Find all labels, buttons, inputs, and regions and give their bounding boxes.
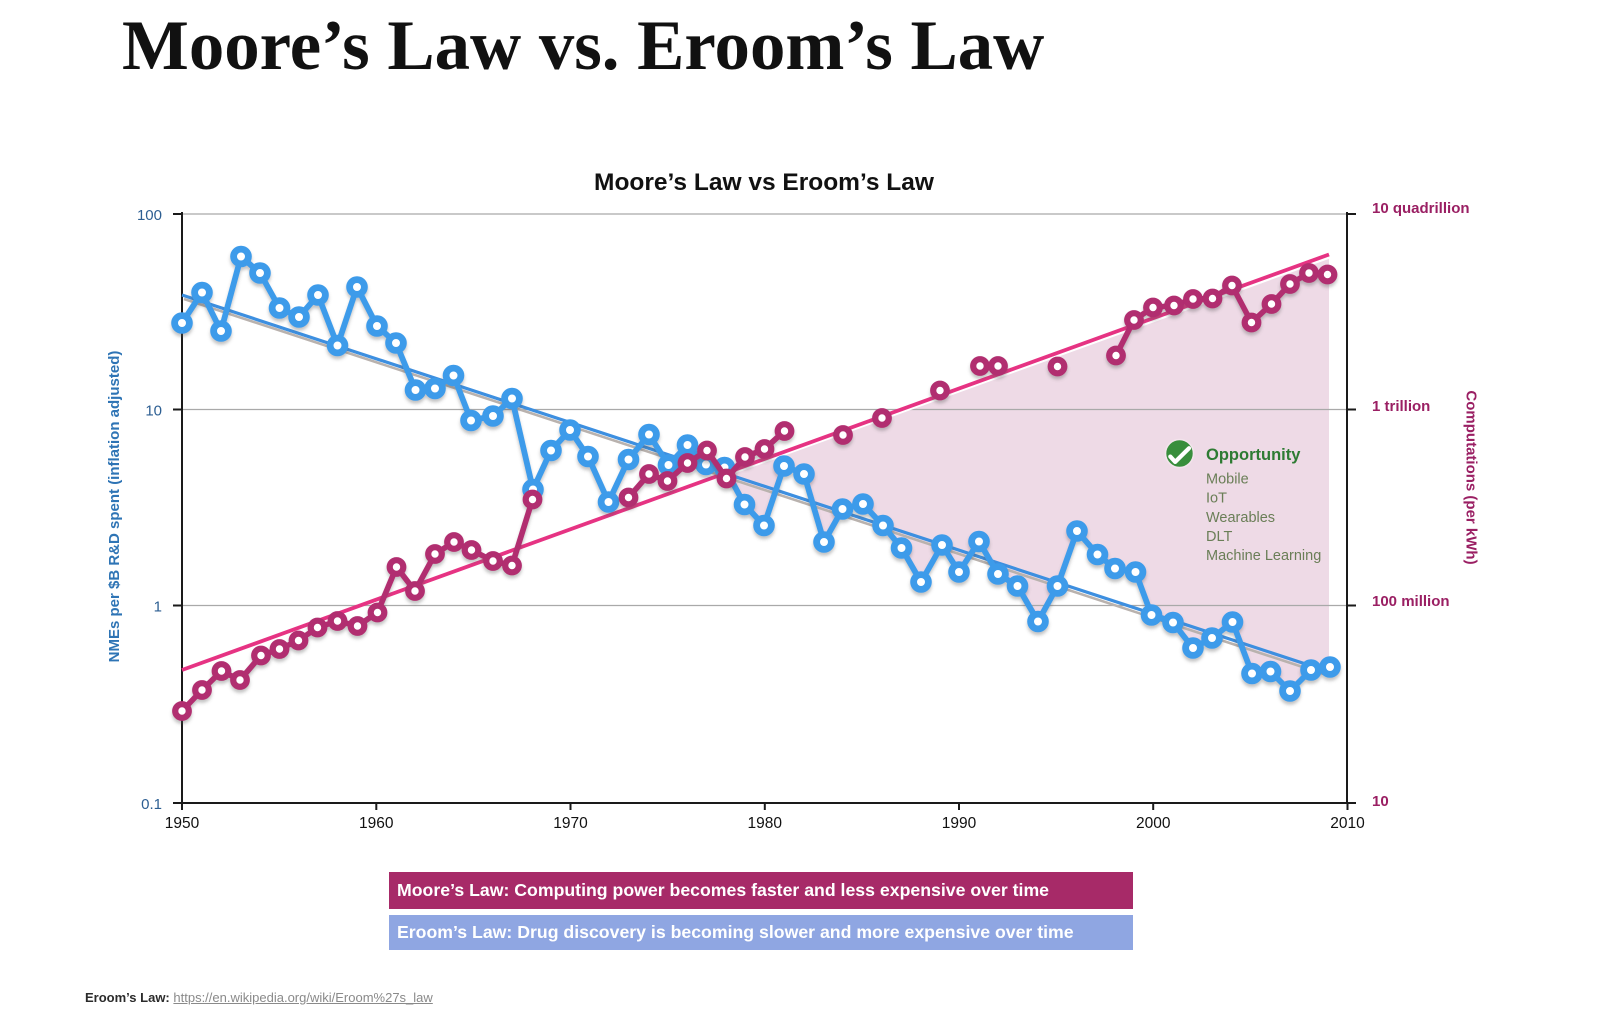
- svg-text:1 trillion: 1 trillion: [1372, 398, 1430, 415]
- svg-text:1950: 1950: [165, 815, 200, 832]
- svg-text:DLT: DLT: [1206, 529, 1232, 545]
- svg-text:Wearables: Wearables: [1206, 510, 1275, 526]
- svg-text:2010: 2010: [1330, 815, 1365, 832]
- svg-text:Machine Learning: Machine Learning: [1206, 548, 1321, 564]
- svg-text:10: 10: [145, 403, 162, 420]
- svg-text:1980: 1980: [748, 815, 783, 832]
- svg-text:10 quadrillion: 10 quadrillion: [1372, 200, 1470, 217]
- svg-text:NMEs per $B R&D spent (inflati: NMEs per $B R&D spent (inflation adjuste…: [106, 351, 123, 663]
- svg-text:Computations (per kWh): Computations (per kWh): [1463, 390, 1480, 564]
- svg-text:1990: 1990: [942, 815, 977, 832]
- svg-text:Moore’s Law vs Eroom’s Law: Moore’s Law vs Eroom’s Law: [594, 169, 935, 196]
- svg-text:1: 1: [154, 599, 162, 616]
- svg-text:IoT: IoT: [1206, 491, 1227, 507]
- svg-text:0.1: 0.1: [141, 796, 162, 813]
- svg-text:2000: 2000: [1136, 815, 1171, 832]
- svg-text:100: 100: [137, 207, 162, 224]
- svg-text:100 million: 100 million: [1372, 593, 1450, 610]
- svg-text:Mobile: Mobile: [1206, 472, 1249, 488]
- svg-text:1960: 1960: [359, 815, 394, 832]
- svg-text:10: 10: [1372, 793, 1389, 810]
- svg-text:1970: 1970: [553, 815, 588, 832]
- svg-text:Opportunity: Opportunity: [1206, 446, 1301, 464]
